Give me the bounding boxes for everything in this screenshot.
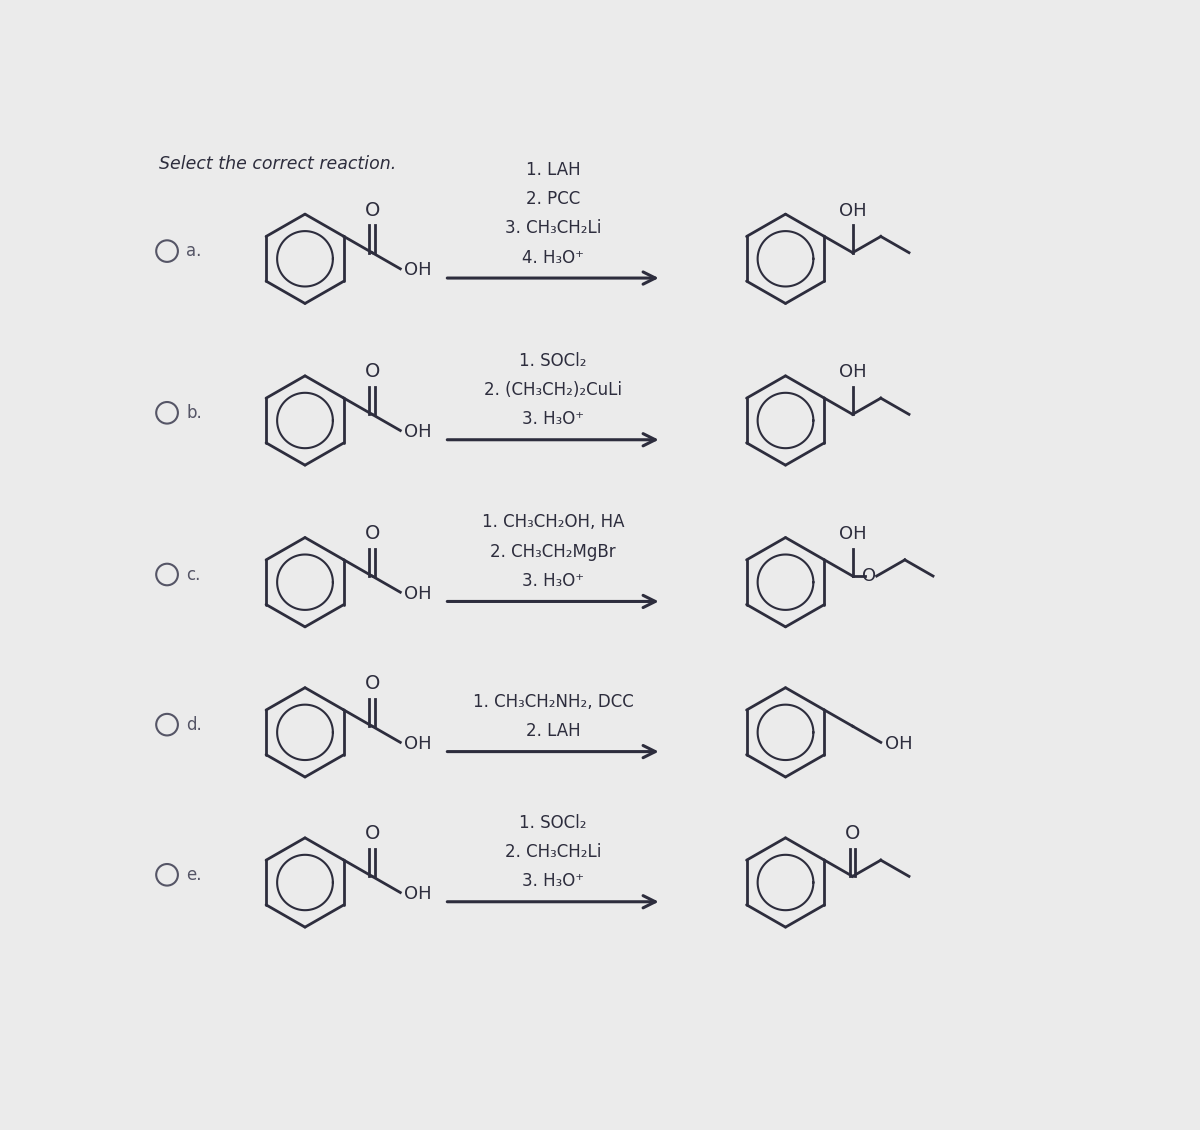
Text: O: O [845, 825, 860, 843]
Text: 1. SOCl₂: 1. SOCl₂ [520, 351, 587, 370]
Text: OH: OH [839, 364, 866, 382]
Text: d.: d. [186, 715, 202, 733]
Text: 2. CH₃CH₂Li: 2. CH₃CH₂Li [505, 843, 601, 861]
Text: O: O [365, 675, 380, 694]
Text: OH: OH [404, 885, 432, 903]
Text: 3. H₃O⁺: 3. H₃O⁺ [522, 872, 584, 890]
Text: c.: c. [186, 565, 200, 583]
Text: 1. CH₃CH₂OH, HA: 1. CH₃CH₂OH, HA [481, 513, 624, 531]
Text: OH: OH [404, 261, 432, 279]
Text: OH: OH [839, 202, 866, 219]
Text: 3. H₃O⁺: 3. H₃O⁺ [522, 410, 584, 428]
Text: O: O [365, 363, 380, 382]
Text: OH: OH [404, 584, 432, 602]
Text: 1. LAH: 1. LAH [526, 160, 581, 179]
Text: 1. CH₃CH₂NH₂, DCC: 1. CH₃CH₂NH₂, DCC [473, 693, 634, 711]
Text: 3. H₃O⁺: 3. H₃O⁺ [522, 572, 584, 590]
Text: 2. (CH₃CH₂)₂CuLi: 2. (CH₃CH₂)₂CuLi [484, 381, 622, 399]
Text: 2. LAH: 2. LAH [526, 722, 581, 740]
Text: OH: OH [404, 423, 432, 441]
Text: OH: OH [884, 734, 912, 753]
Text: O: O [862, 567, 876, 585]
Text: OH: OH [839, 525, 866, 544]
Text: Select the correct reaction.: Select the correct reaction. [160, 155, 396, 173]
Text: 2. CH₃CH₂MgBr: 2. CH₃CH₂MgBr [490, 542, 616, 560]
Text: b.: b. [186, 403, 202, 421]
Text: O: O [365, 201, 380, 219]
Text: e.: e. [186, 866, 202, 884]
Text: a.: a. [186, 242, 202, 260]
Text: 3. CH₃CH₂Li: 3. CH₃CH₂Li [505, 219, 601, 237]
Text: 4. H₃O⁺: 4. H₃O⁺ [522, 249, 584, 267]
Text: 2. PCC: 2. PCC [526, 190, 580, 208]
Text: 1. SOCl₂: 1. SOCl₂ [520, 814, 587, 832]
Text: O: O [365, 825, 380, 843]
Text: O: O [365, 524, 380, 544]
Text: OH: OH [404, 734, 432, 753]
